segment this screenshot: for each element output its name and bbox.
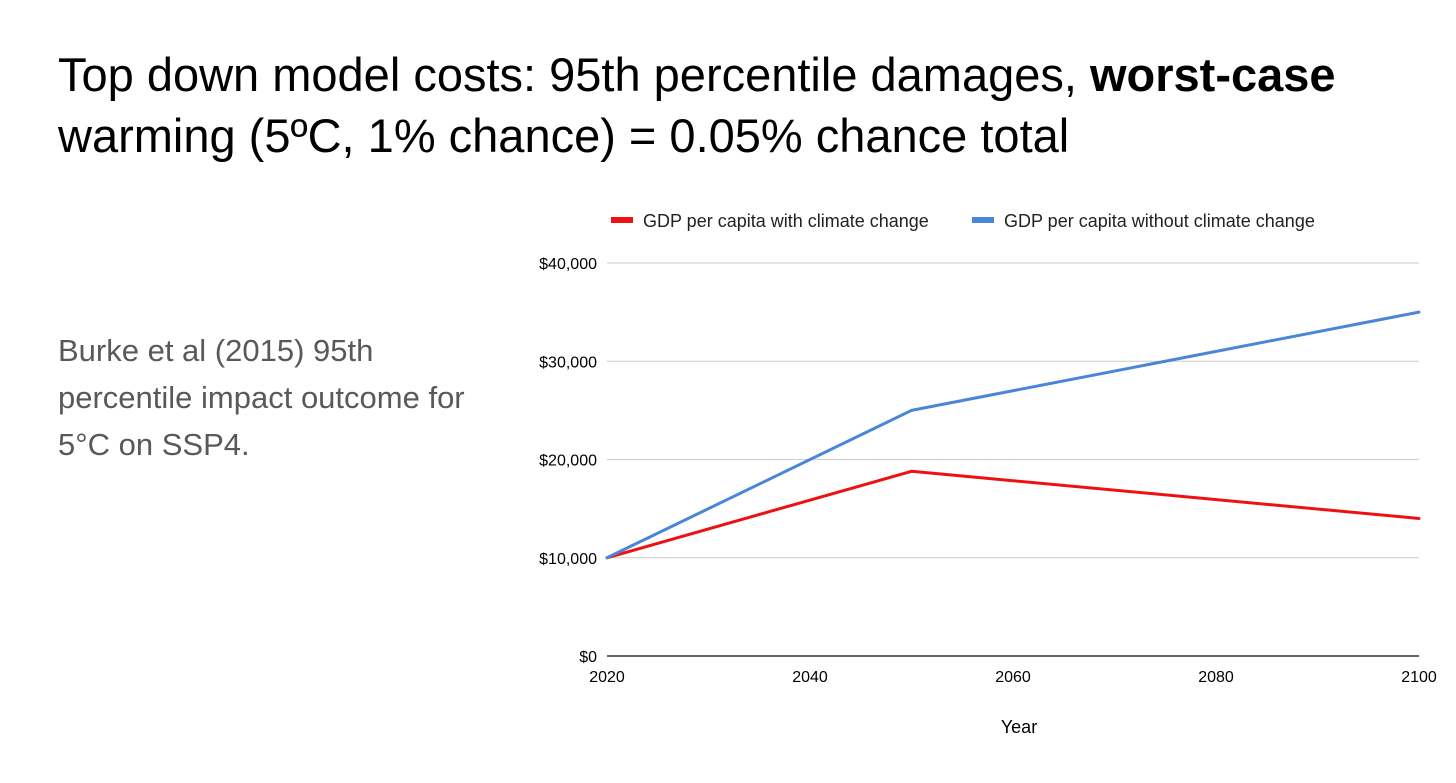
title-text-part2: warming (5ºC, 1% chance) = 0.05% chance … xyxy=(58,109,1070,162)
series-line-with-climate-change xyxy=(605,469,1421,560)
x-tick-label: 2020 xyxy=(589,669,625,686)
y-axis-tick-labels: $0 $10,000 $20,000 $30,000 $40,000 xyxy=(539,256,597,666)
legend-label: GDP per capita with climate change xyxy=(643,211,929,231)
chart-legend: GDP per capita with climate change GDP pe… xyxy=(611,211,1315,231)
legend-label: GDP per capita without climate change xyxy=(1004,211,1315,231)
y-tick-label: $30,000 xyxy=(539,354,597,371)
y-tick-label: $20,000 xyxy=(539,453,597,470)
x-tick-label: 2060 xyxy=(995,669,1031,686)
x-tick-label: 2100 xyxy=(1401,669,1437,686)
y-tick-label: $10,000 xyxy=(539,551,597,568)
x-axis-tick-labels: 2020 2040 2060 2080 2100 xyxy=(589,669,1437,686)
title-text-part1: Top down model costs: 95th percentile da… xyxy=(58,48,1090,101)
legend-swatch xyxy=(972,217,994,223)
y-tick-label: $0 xyxy=(579,649,597,666)
x-tick-label: 2040 xyxy=(792,669,828,686)
legend-swatch xyxy=(611,217,633,223)
x-tick-label: 2080 xyxy=(1198,669,1234,686)
y-tick-label: $40,000 xyxy=(539,256,597,273)
title-bold-text: worst-case xyxy=(1089,48,1336,101)
series-line-without-climate-change xyxy=(605,310,1421,560)
chart-series xyxy=(605,310,1421,560)
slide-title: Top down model costs: 95th percentile da… xyxy=(58,44,1438,166)
x-axis-title: Year xyxy=(1001,717,1037,737)
chart-gridlines xyxy=(607,262,1419,559)
slide-body-text: Burke et al (2015) 95th percentile impac… xyxy=(58,333,465,462)
